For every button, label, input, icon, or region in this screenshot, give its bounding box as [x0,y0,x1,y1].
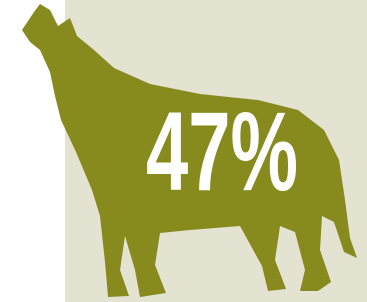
page: 47% (() => { const data = JSON.parse(doc… [0,0,367,302]
infographic: 47% [0,0,367,302]
percentage-label: 47% [146,89,298,214]
